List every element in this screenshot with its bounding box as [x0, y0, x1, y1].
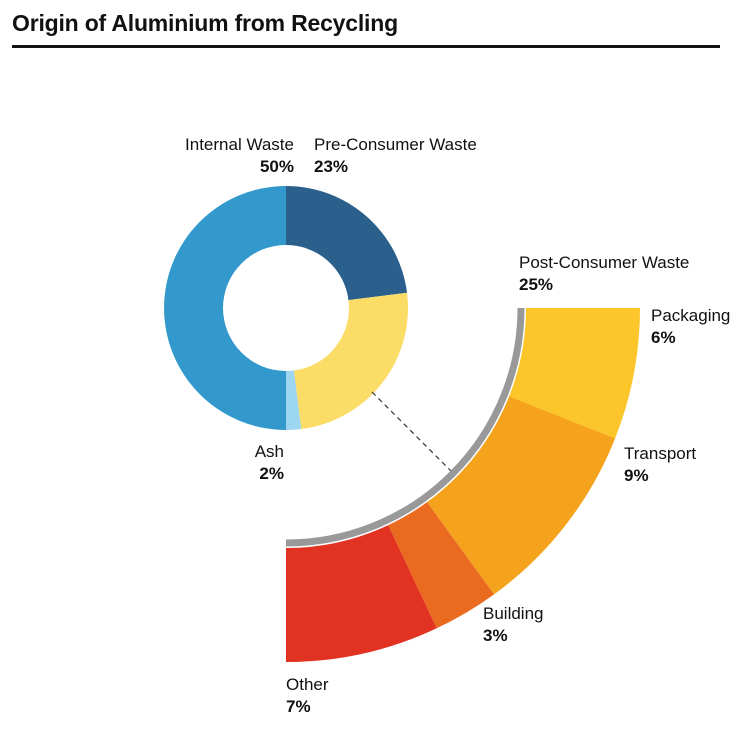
value-pre-consumer-waste: 23%: [314, 157, 348, 176]
post-consumer-bracket: [285, 307, 525, 547]
label-building: Building: [483, 604, 544, 623]
value-post-consumer-waste: 25%: [519, 275, 553, 294]
value-internal-waste: 50%: [260, 157, 294, 176]
chart-title: Origin of Aluminium from Recycling: [12, 10, 398, 36]
value-building: 3%: [483, 626, 508, 645]
donut-slice-pre-consumer-waste: [286, 186, 408, 301]
donut-slice-internal-waste: [164, 186, 286, 430]
value-transport: 9%: [624, 466, 649, 485]
title-rule: [12, 45, 720, 48]
value-packaging: 6%: [651, 328, 676, 347]
arc-slice-transport: [427, 396, 616, 595]
label-other: Other: [286, 675, 329, 694]
arc-slice-building: [388, 502, 495, 629]
label-pre-consumer-waste: Pre-Consumer Waste: [314, 135, 477, 154]
value-other: 7%: [286, 697, 311, 716]
donut-slice-ash: [286, 370, 302, 430]
connector-line: [371, 391, 453, 473]
label-transport: Transport: [624, 444, 696, 463]
breakdown-arc-chart: [286, 308, 640, 662]
arc-slice-other: [286, 525, 437, 662]
label-packaging: Packaging: [651, 306, 730, 325]
label-ash: Ash: [255, 442, 284, 461]
value-ash: 2%: [259, 464, 284, 483]
label-post-consumer-waste: Post-Consumer Waste: [519, 253, 689, 272]
label-internal-waste: Internal Waste: [185, 135, 294, 154]
donut-chart: [164, 186, 408, 430]
arc-slice-packaging: [509, 308, 640, 439]
donut-slice-post-consumer-waste: [293, 292, 408, 430]
